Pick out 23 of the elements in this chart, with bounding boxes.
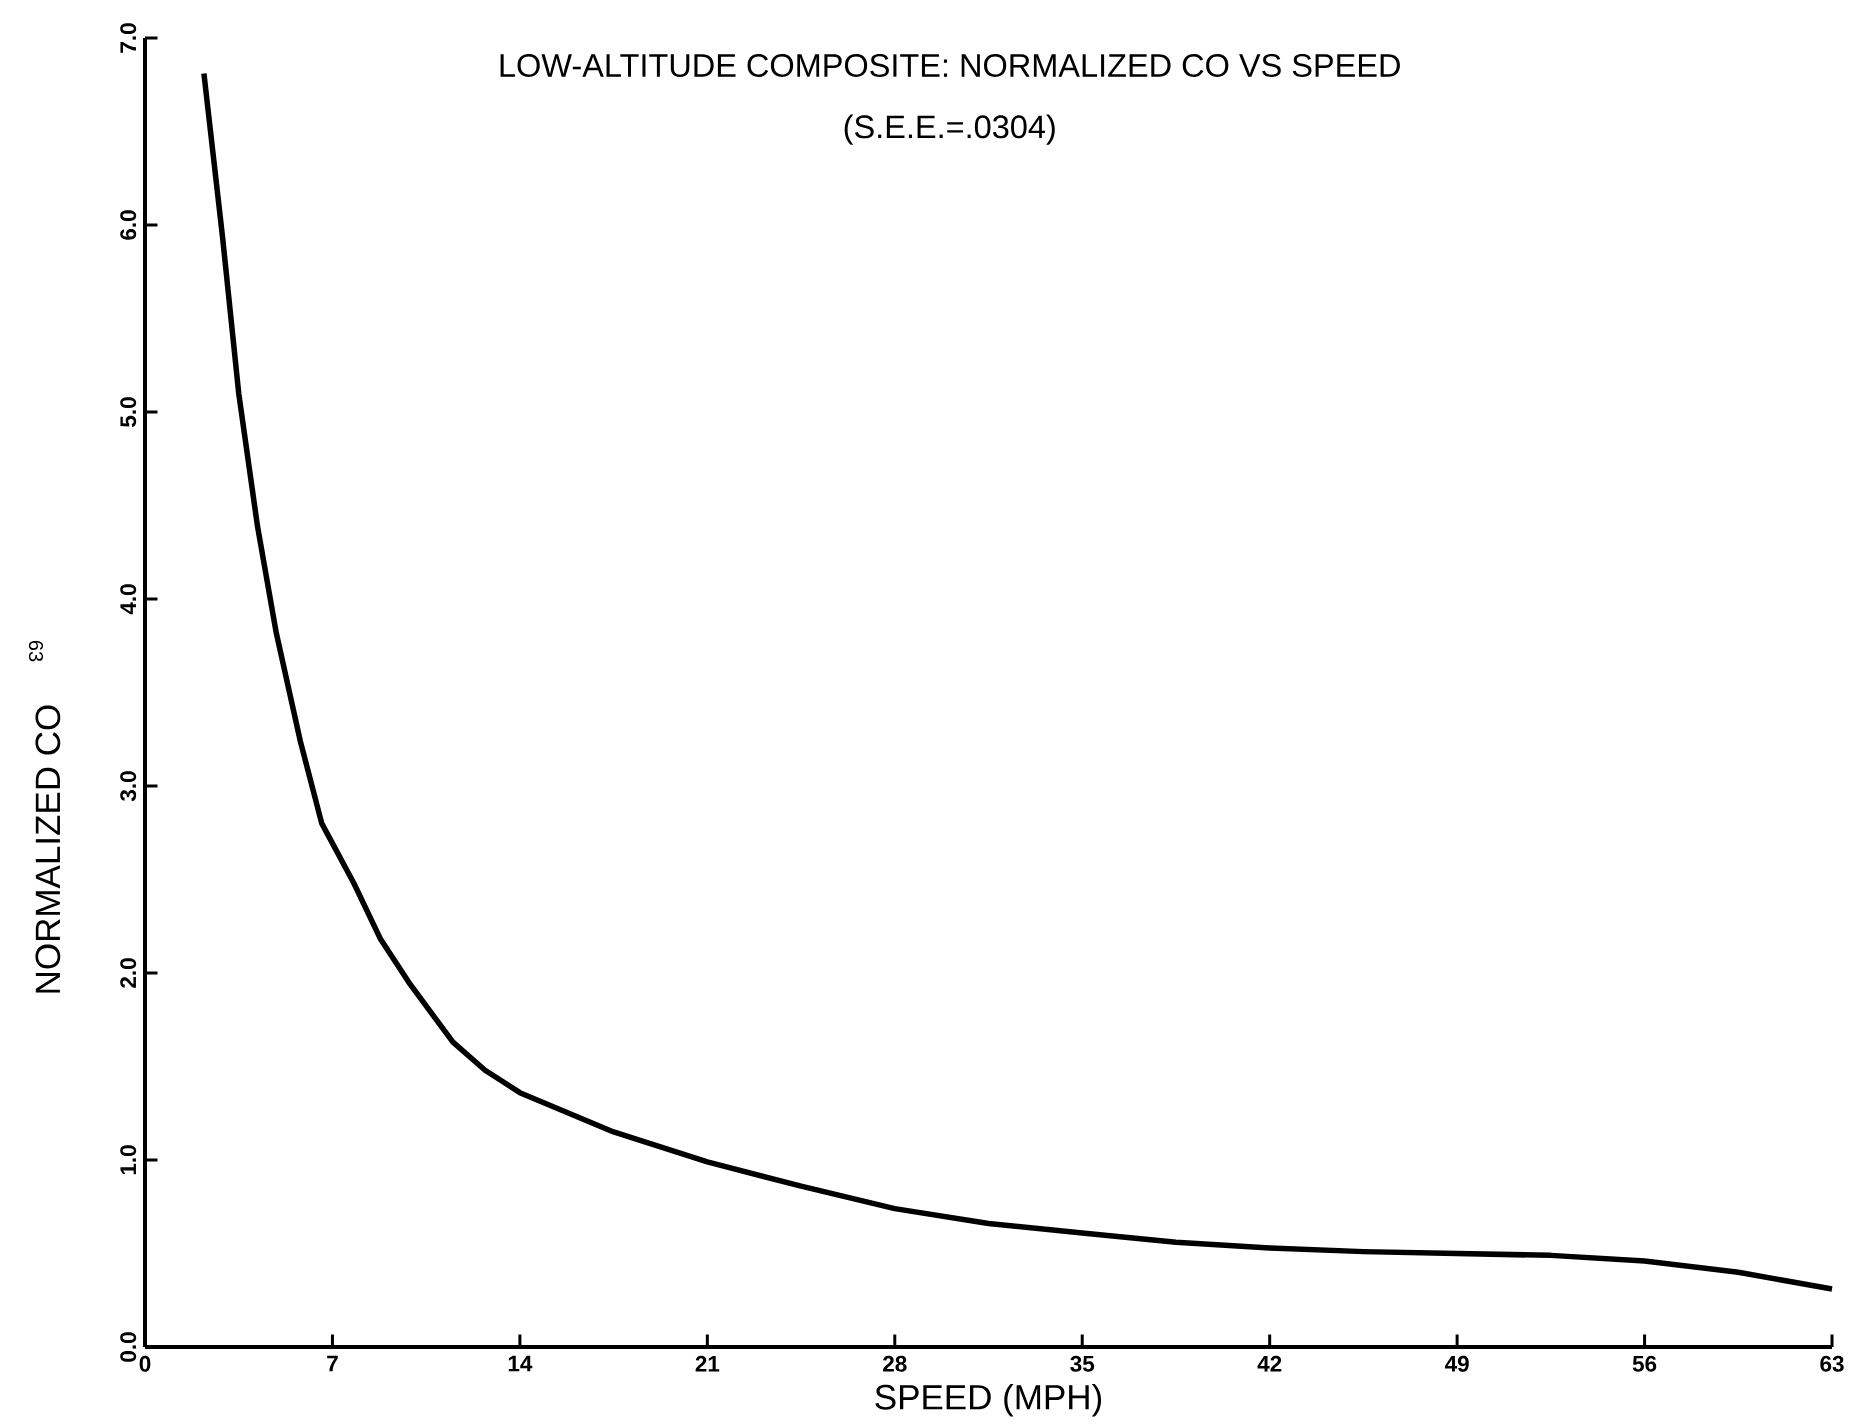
x-tick-label: 0 <box>139 1355 151 1372</box>
y-axis-title: NORMALIZED CO <box>35 705 61 993</box>
y-tick-label: 1.0 <box>120 1145 137 1175</box>
chart-title: LOW-ALTITUDE COMPOSITE: NORMALIZED CO VS SPEED <box>500 53 1400 77</box>
x-tick-label: 7 <box>327 1355 338 1372</box>
x-tick-label: 42 <box>1257 1355 1282 1372</box>
x-tick-label: 35 <box>1070 1355 1095 1372</box>
x-tick-label: 21 <box>695 1355 720 1372</box>
y-tick-label: 4.0 <box>120 584 137 615</box>
y-tick-label: 0.0 <box>120 1332 137 1362</box>
x-tick-label: 14 <box>508 1355 533 1372</box>
x-tick-label: 49 <box>1444 1355 1469 1372</box>
y-tick-label: 6.0 <box>120 210 137 240</box>
x-tick-label: 28 <box>883 1355 907 1372</box>
x-axis-title: SPEED (MPH) <box>875 1383 1102 1417</box>
x-tick-label: 63 <box>1820 1355 1844 1372</box>
y-tick-label: 3.0 <box>120 771 137 802</box>
x-tick-label: 56 <box>1632 1355 1657 1372</box>
y-tick-label: 7.0 <box>120 23 137 53</box>
y-tick-label: 2.0 <box>120 958 137 988</box>
y-tick-label: 5.0 <box>120 397 137 427</box>
text: (S.E.E.=.0304) <box>844 114 1055 145</box>
text: 63 <box>28 640 44 662</box>
